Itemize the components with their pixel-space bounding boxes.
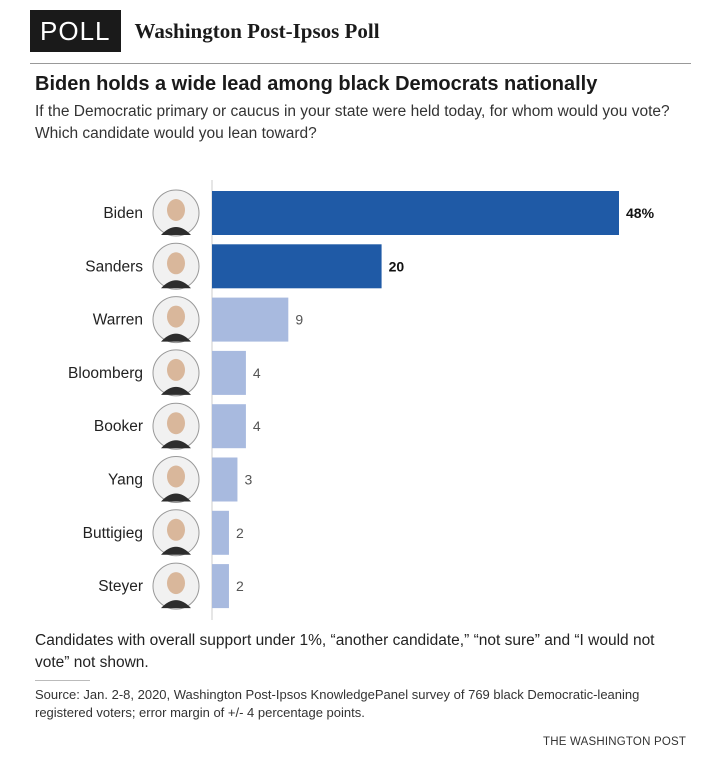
- value-label-buttigieg: 2: [236, 525, 244, 541]
- portrait-face: [167, 252, 185, 275]
- poll-source-title: Washington Post-Ipsos Poll: [134, 18, 380, 43]
- category-label-booker: Booker: [94, 418, 143, 435]
- yang-portrait-icon: [152, 456, 200, 503]
- value-label-steyer: 2: [236, 578, 244, 594]
- portrait-shoulders: [161, 227, 191, 235]
- portrait-shoulders: [161, 386, 191, 395]
- chart-source: Source: Jan. 2-8, 2020, Washington Post-…: [35, 687, 640, 720]
- portrait-face: [167, 518, 185, 541]
- category-label-sanders: Sanders: [85, 258, 143, 275]
- note-divider: [35, 680, 90, 681]
- warren-portrait-icon: [152, 296, 200, 344]
- portrait-shoulders: [161, 440, 191, 449]
- bar-chart: Biden 48% Sanders 20 Warren 9 Bloomberg 4 Booker…: [68, 180, 655, 620]
- bar-buttigieg: [212, 510, 229, 555]
- chart-note: Candidates with overall support under 1%…: [35, 632, 655, 671]
- header: POLL Washington Post-Ipsos Poll: [30, 10, 380, 52]
- bloomberg-portrait-icon: [152, 349, 200, 397]
- chart-headline: Biden holds a wide lead among black Demo…: [35, 73, 598, 95]
- portrait-shoulders: [161, 333, 191, 342]
- category-label-steyer: Steyer: [98, 578, 143, 595]
- value-label-bloomberg: 4: [253, 365, 261, 381]
- portrait-face: [167, 572, 185, 595]
- category-label-yang: Yang: [108, 472, 143, 489]
- buttigieg-portrait-icon: [152, 509, 200, 557]
- portrait-face: [167, 199, 185, 221]
- value-label-sanders: 20: [389, 258, 405, 274]
- category-label-bloomberg: Bloomberg: [68, 365, 143, 382]
- steyer-portrait-icon: [152, 562, 200, 610]
- booker-portrait-icon: [152, 402, 200, 450]
- portrait-face: [167, 358, 185, 381]
- value-label-warren: 9: [295, 312, 303, 328]
- value-label-yang: 3: [244, 472, 252, 488]
- portrait-shoulders: [161, 493, 191, 502]
- bar-bloomberg: [212, 350, 246, 395]
- portrait-shoulders: [161, 280, 191, 289]
- category-label-biden: Biden: [103, 205, 143, 222]
- biden-portrait-icon: [152, 189, 200, 237]
- bar-yang: [212, 457, 238, 502]
- portrait-face: [167, 412, 185, 435]
- bar-booker: [212, 404, 246, 449]
- bar-warren: [212, 297, 289, 342]
- bar-steyer: [212, 564, 229, 609]
- portrait-shoulders: [161, 600, 191, 609]
- bar-biden: [212, 191, 619, 235]
- bar-sanders: [212, 244, 382, 289]
- portrait-face: [167, 465, 185, 488]
- category-label-buttigieg: Buttigieg: [83, 525, 143, 542]
- header-divider: [30, 63, 691, 64]
- sanders-portrait-icon: [152, 242, 200, 290]
- publisher-credit: THE WASHINGTON POST: [543, 736, 687, 748]
- poll-badge: POLL: [30, 10, 121, 52]
- portrait-shoulders: [161, 546, 191, 555]
- chart-subhead: If the Democratic primary or caucus in y…: [35, 103, 670, 142]
- value-label-biden: 48%: [626, 205, 655, 221]
- portrait-face: [167, 305, 185, 328]
- category-label-warren: Warren: [93, 312, 143, 329]
- value-label-booker: 4: [253, 418, 261, 434]
